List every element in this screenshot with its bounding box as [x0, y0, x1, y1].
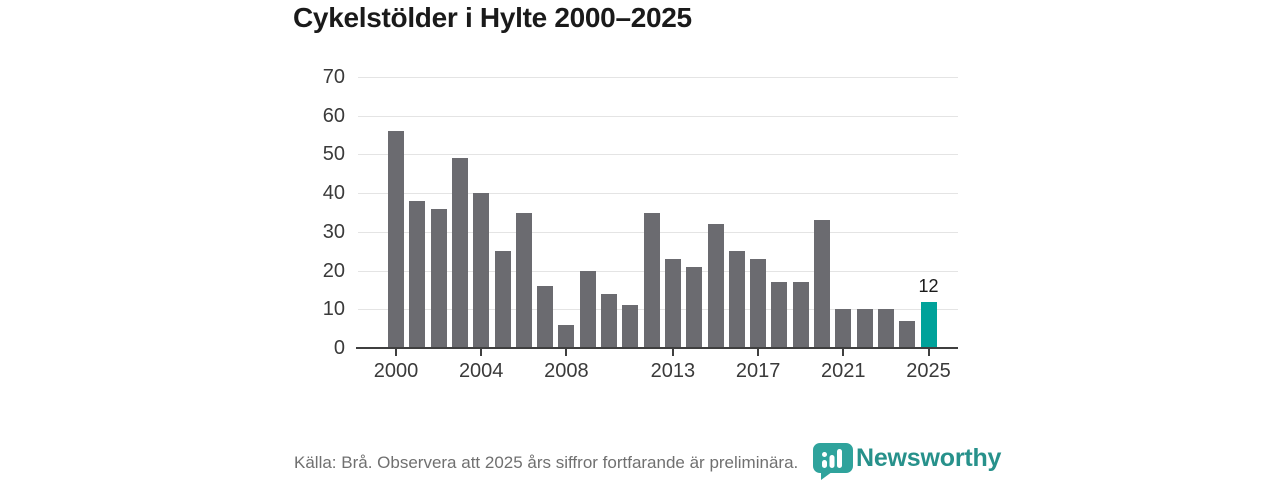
y-tick-label-0: 0 — [333, 337, 345, 359]
x-tick-label-2021: 2021 — [821, 360, 866, 382]
gridline-70 — [358, 77, 958, 78]
bar-2021 — [835, 309, 852, 347]
y-tick-label-50: 50 — [322, 143, 345, 166]
gridline-50 — [358, 154, 958, 156]
bar-2015 — [707, 224, 724, 347]
x-tick-label-2000: 2000 — [373, 360, 419, 382]
x-tick-label-2025: 2025 — [906, 360, 951, 382]
x-axis-line — [356, 347, 958, 349]
x-tick-2013 — [671, 349, 674, 356]
newsworthy-brand-name: Newsworthy — [856, 444, 1002, 472]
bar-2002 — [430, 208, 447, 347]
x-tick-label-2008: 2008 — [544, 360, 589, 382]
x-tick-2021 — [842, 349, 845, 356]
y-tick-label-60: 60 — [322, 104, 345, 127]
bar-2018 — [771, 282, 788, 347]
x-tick-2008 — [565, 349, 568, 356]
y-tick-label-40: 40 — [322, 182, 345, 205]
chart-title: Cykelstölder i Hylte 2000–2025 — [293, 2, 692, 33]
y-tick-label-10: 10 — [322, 298, 345, 321]
x-tick-2004 — [480, 349, 483, 356]
bar-2022 — [856, 309, 873, 347]
y-tick-label-20: 20 — [322, 259, 345, 282]
bar-2013 — [664, 258, 681, 347]
gridline-40 — [358, 193, 958, 195]
bar-2006 — [515, 212, 532, 347]
bar-2020 — [814, 220, 830, 347]
bar-2003 — [451, 158, 468, 347]
bar-2017 — [750, 258, 767, 347]
bar-2009 — [579, 270, 596, 347]
newsworthy-bubble-chart-icon — [813, 443, 853, 480]
bar-2010 — [601, 293, 617, 347]
x-tick-label-2013: 2013 — [650, 360, 696, 382]
bar-2014 — [686, 266, 703, 347]
bar-2019 — [792, 282, 809, 347]
bar-2005 — [494, 251, 511, 347]
gridline-60 — [358, 115, 958, 117]
bar-2008 — [558, 324, 575, 347]
bar-2024 — [899, 320, 916, 347]
highlight-value-label: 12 — [918, 275, 939, 296]
bar-2001 — [409, 200, 426, 347]
bar-2012 — [643, 212, 660, 347]
x-tick-label-2004: 2004 — [458, 360, 504, 382]
y-tick-label-70: 70 — [322, 66, 345, 88]
bar-2011 — [622, 305, 639, 347]
bar-2025 — [920, 301, 937, 347]
y-tick-label-30: 30 — [322, 220, 345, 243]
source-note: Källa: Brå. Observera att 2025 års siffr… — [294, 453, 799, 472]
bar-2023 — [877, 309, 894, 347]
bar-2007 — [537, 286, 554, 347]
newsworthy-brand-link[interactable]: Newsworthy — [813, 443, 1001, 480]
x-tick-2025 — [927, 349, 930, 356]
bar-2016 — [728, 251, 745, 347]
bar-2000 — [388, 131, 404, 347]
bar-chart-plot-area — [356, 77, 958, 349]
x-tick-2000 — [395, 349, 397, 356]
x-tick-2017 — [757, 349, 760, 356]
bar-2004 — [473, 193, 490, 347]
x-tick-label-2017: 2017 — [735, 360, 781, 382]
